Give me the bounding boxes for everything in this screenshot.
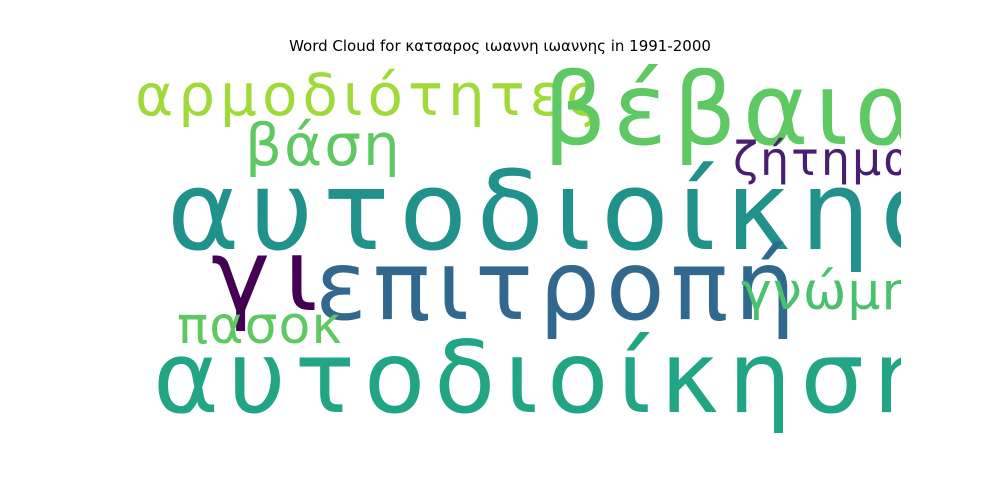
word-zitima: ζήτημα xyxy=(733,132,901,186)
chart-title: Word Cloud for κατσαρος ιωαννη ιωαννης i… xyxy=(289,37,711,55)
word-cloud: αρμοδιότητες βέβαια βάση ζήτημα αυτοδιοί… xyxy=(125,60,901,448)
word-epitropi: επιτροπή xyxy=(315,230,802,342)
word-autodioikisis: αυτοδιοίκησης xyxy=(153,319,901,436)
word-gi: γι xyxy=(211,217,333,334)
word-armodiotites: αρμοδιότητες xyxy=(135,61,606,129)
word-vasi: βάση xyxy=(245,111,402,179)
word-gnomi: γνώμη xyxy=(741,262,901,322)
word-autodioikisi: αυτοδιοίκηση xyxy=(167,147,901,275)
word-vevaia: βέβαια xyxy=(543,60,901,168)
word-pasok: πασοκ xyxy=(177,296,344,356)
